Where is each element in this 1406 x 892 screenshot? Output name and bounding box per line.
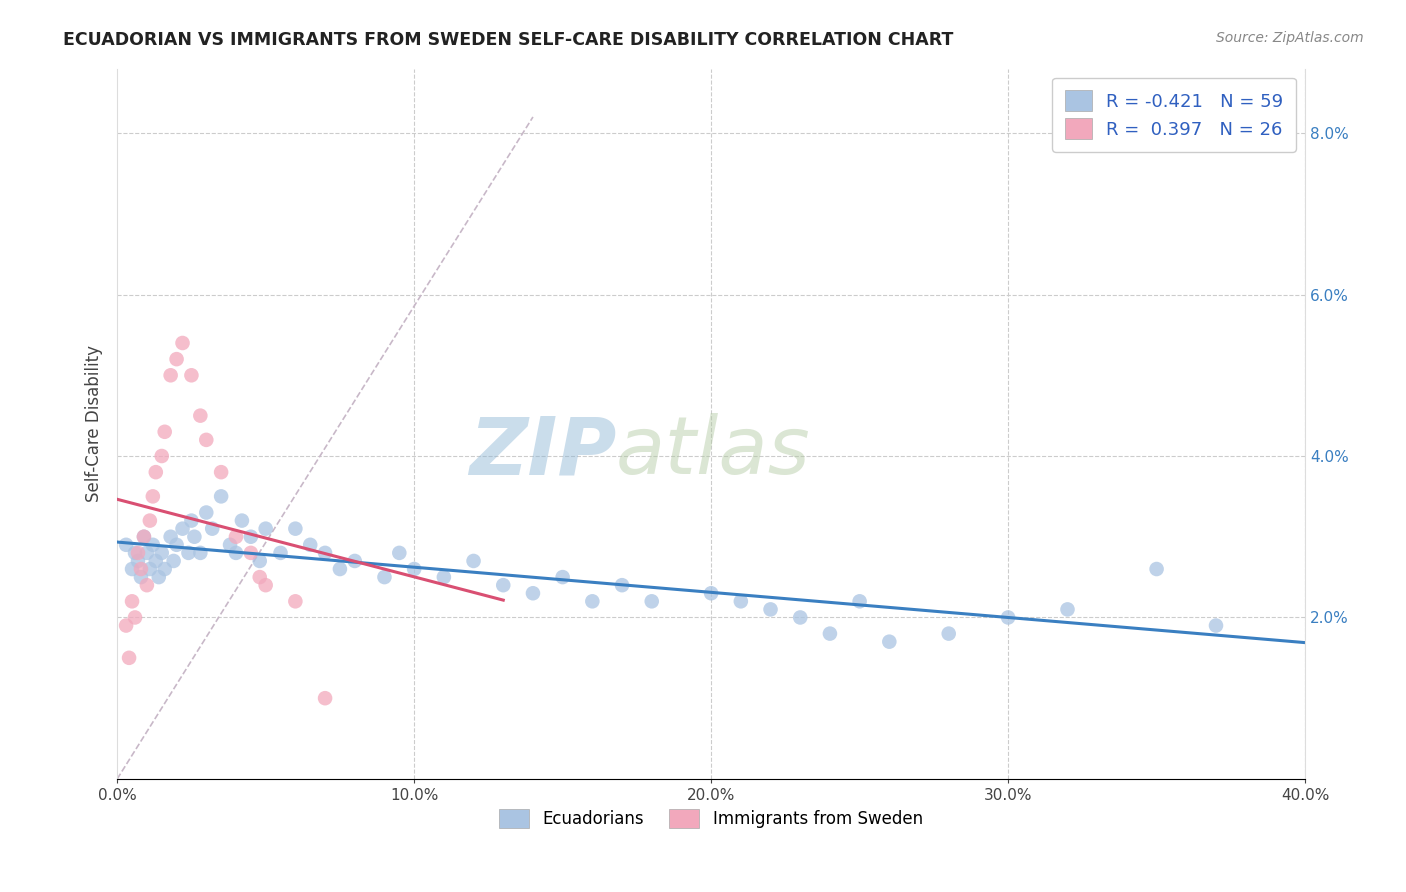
Point <box>118 650 141 665</box>
Point <box>1056 602 1078 616</box>
Point <box>121 562 143 576</box>
Point <box>124 610 146 624</box>
Point <box>153 425 176 439</box>
Point <box>343 554 366 568</box>
Point <box>239 530 262 544</box>
Point <box>249 570 271 584</box>
Point <box>129 562 152 576</box>
Point <box>938 626 960 640</box>
Point <box>153 562 176 576</box>
Point <box>759 602 782 616</box>
Point <box>492 578 515 592</box>
Point <box>148 570 170 584</box>
Text: atlas: atlas <box>616 413 811 491</box>
Point <box>879 634 901 648</box>
Point <box>789 610 811 624</box>
Point <box>730 594 752 608</box>
Point <box>249 554 271 568</box>
Point <box>180 368 202 383</box>
Point <box>299 538 322 552</box>
Point <box>139 562 162 576</box>
Point <box>188 546 211 560</box>
Point <box>997 610 1019 624</box>
Point <box>225 530 247 544</box>
Point <box>145 465 167 479</box>
Point <box>172 522 194 536</box>
Point <box>284 594 307 608</box>
Point <box>159 368 181 383</box>
Point <box>139 514 162 528</box>
Point <box>166 352 188 367</box>
Point <box>551 570 574 584</box>
Point <box>124 546 146 560</box>
Legend: Ecuadorians, Immigrants from Sweden: Ecuadorians, Immigrants from Sweden <box>492 802 929 835</box>
Text: Source: ZipAtlas.com: Source: ZipAtlas.com <box>1216 31 1364 45</box>
Point <box>610 578 633 592</box>
Point <box>177 546 200 560</box>
Point <box>219 538 242 552</box>
Point <box>201 522 224 536</box>
Point <box>848 594 870 608</box>
Point <box>581 594 603 608</box>
Point <box>1146 562 1168 576</box>
Point <box>373 570 395 584</box>
Point <box>195 433 218 447</box>
Text: ECUADORIAN VS IMMIGRANTS FROM SWEDEN SELF-CARE DISABILITY CORRELATION CHART: ECUADORIAN VS IMMIGRANTS FROM SWEDEN SEL… <box>63 31 953 49</box>
Point <box>132 530 155 544</box>
Point <box>127 546 149 560</box>
Point <box>150 546 173 560</box>
Point <box>129 570 152 584</box>
Point <box>142 489 165 503</box>
Point <box>145 554 167 568</box>
Point <box>641 594 664 608</box>
Point <box>162 554 184 568</box>
Point <box>132 530 155 544</box>
Point <box>135 578 157 592</box>
Point <box>463 554 485 568</box>
Point <box>115 618 138 632</box>
Point <box>135 546 157 560</box>
Point <box>142 538 165 552</box>
Point <box>159 530 181 544</box>
Point <box>522 586 544 600</box>
Point <box>183 530 205 544</box>
Point <box>254 578 277 592</box>
Point <box>115 538 138 552</box>
Point <box>188 409 211 423</box>
Point <box>166 538 188 552</box>
Point <box>239 546 262 560</box>
Point <box>254 522 277 536</box>
Point <box>404 562 426 576</box>
Point <box>284 522 307 536</box>
Point <box>225 546 247 560</box>
Point <box>127 554 149 568</box>
Point <box>209 465 232 479</box>
Point <box>180 514 202 528</box>
Point <box>231 514 253 528</box>
Point <box>270 546 292 560</box>
Point <box>818 626 841 640</box>
Point <box>150 449 173 463</box>
Point <box>209 489 232 503</box>
Point <box>1205 618 1227 632</box>
Point <box>388 546 411 560</box>
Point <box>121 594 143 608</box>
Point <box>195 506 218 520</box>
Point <box>700 586 723 600</box>
Point <box>314 691 336 706</box>
Y-axis label: Self-Care Disability: Self-Care Disability <box>86 345 103 502</box>
Point <box>314 546 336 560</box>
Point <box>172 336 194 351</box>
Point <box>433 570 456 584</box>
Text: ZIP: ZIP <box>468 413 616 491</box>
Point <box>329 562 352 576</box>
